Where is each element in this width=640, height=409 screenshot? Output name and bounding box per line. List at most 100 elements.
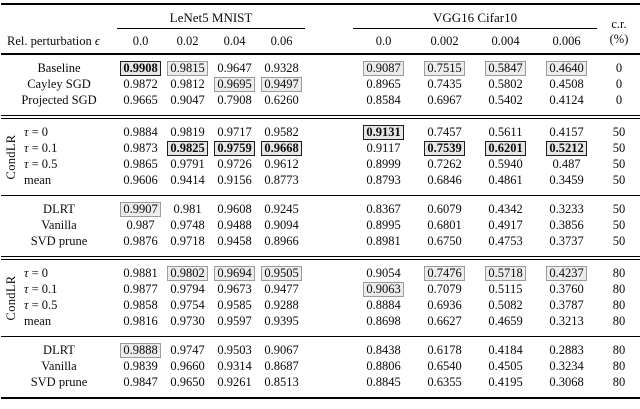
cell: 0.9047 (164, 92, 211, 117)
value: 0.9582 (264, 125, 299, 139)
cell: 0.9063 (353, 281, 414, 297)
value: 0.9717 (217, 125, 252, 139)
cell: 0.3233 (536, 196, 597, 218)
cell: 0.3760 (536, 281, 597, 297)
value: 0.6079 (427, 202, 462, 216)
cell: 0.3068 (536, 374, 597, 398)
value: 0.7539 (424, 141, 465, 156)
value: 0.9694 (214, 266, 255, 281)
cell: 0.8513 (258, 374, 305, 398)
cell: 0.4157 (536, 117, 597, 140)
column-gap (305, 358, 353, 374)
cell: 0.9847 (117, 374, 164, 398)
row-label: SVD prune (30, 375, 88, 389)
cell: 0.9582 (258, 117, 305, 140)
cell: 0.8966 (258, 233, 305, 258)
value: 0.9328 (264, 61, 299, 75)
tau-symbol: τ (24, 157, 29, 171)
column-gap (305, 140, 353, 156)
cell: 0.7262 (414, 156, 475, 172)
cr-cell: 50 (612, 173, 626, 187)
cell: 0.4505 (475, 358, 536, 374)
cell: 0.9585 (211, 297, 258, 313)
value: 0.6967 (427, 93, 462, 107)
condlr-rotated-label: CondLR (4, 134, 18, 180)
cell: 0.9488 (211, 217, 258, 233)
value: 0.9067 (264, 343, 299, 357)
value: 0.9907 (120, 202, 161, 217)
value: 0.4124 (549, 93, 584, 107)
cell: 0.4184 (475, 337, 536, 359)
value: 0.9047 (170, 93, 205, 107)
value: 0.8806 (366, 359, 401, 373)
tau-value-text: = 0 (28, 125, 49, 139)
cell: 0.5940 (475, 156, 536, 172)
value: 0.7476 (424, 266, 465, 281)
cell: 0.7908 (211, 92, 258, 117)
section-side-label-condlr: CondLR (1, 258, 21, 337)
row-label: τ = 0.1 (21, 140, 117, 156)
cell: 0.987 (117, 217, 164, 233)
tick-lenet-0: 0.0 (132, 34, 149, 48)
row-label: τ = 0 (21, 258, 117, 281)
value: 0.9673 (217, 282, 252, 296)
value: 0.9458 (217, 234, 252, 248)
value: 0.3233 (549, 202, 584, 216)
value: 0.2883 (549, 343, 584, 357)
cell: 0.487 (536, 156, 597, 172)
value: 0.8438 (366, 343, 401, 357)
column-gap (305, 233, 353, 258)
table-row-cayley-sgd: Cayley SGD 0.9872 0.9812 0.9695 0.9497 0… (1, 76, 640, 92)
cell: 0.9791 (164, 156, 211, 172)
value: 0.9608 (217, 202, 252, 216)
value: 0.9131 (363, 125, 404, 140)
cell: 0.4861 (475, 172, 536, 196)
value: 0.9815 (167, 61, 208, 76)
cell: 0.9054 (353, 258, 414, 281)
tick-vgg-2: 0.004 (491, 34, 520, 48)
value: 0.987 (126, 218, 155, 232)
cell: 0.9794 (164, 281, 211, 297)
cr-cell: 80 (612, 266, 626, 280)
cell: 0.9718 (164, 233, 211, 258)
value: 0.8995 (366, 218, 401, 232)
cell: 0.9825 (164, 140, 211, 156)
cell: 0.6201 (475, 140, 536, 156)
cell: 0.9288 (258, 297, 305, 313)
cr-cell: 0 (615, 61, 623, 75)
value: 0.9087 (363, 61, 404, 76)
value: 0.7457 (427, 125, 462, 139)
cell: 0.9612 (258, 156, 305, 172)
cell: 0.981 (164, 196, 211, 218)
table-row-baseline: Baseline 0.9908 0.9815 0.9647 0.9328 0.9… (1, 54, 640, 76)
value: 0.8793 (366, 173, 401, 187)
table-row-projected-sgd: Projected SGD 0.9665 0.9047 0.7908 0.626… (1, 92, 640, 117)
row-label: mean (24, 173, 52, 187)
value: 0.3787 (549, 298, 584, 312)
row-label: Cayley SGD (27, 77, 91, 91)
value: 0.9647 (217, 61, 252, 75)
cell: 0.8884 (353, 297, 414, 313)
value: 0.9816 (123, 314, 158, 328)
cell: 0.8584 (353, 92, 414, 117)
value: 0.9314 (217, 359, 252, 373)
value: 0.8999 (366, 157, 401, 171)
cell: 0.8965 (353, 76, 414, 92)
table-row-dlrt50: DLRT 0.9907 0.981 0.9608 0.9245 0.8367 0… (1, 195, 640, 218)
value: 0.8981 (366, 234, 401, 248)
cell: 0.9156 (211, 172, 258, 196)
cr-header-line1: c.r. (611, 16, 627, 31)
cell: 0.5802 (475, 76, 536, 92)
cell: 0.9608 (211, 196, 258, 218)
value: 0.9747 (170, 343, 205, 357)
cell: 0.9858 (117, 297, 164, 313)
value: 0.9156 (217, 173, 252, 187)
row-label: DLRT (43, 343, 75, 357)
table-row-condlr50-tau05: τ = 0.5 0.9865 0.9791 0.9726 0.9612 0.89… (1, 156, 640, 172)
rel-perturbation-text: Rel. perturbation (7, 33, 92, 48)
cell: 0.4659 (475, 313, 536, 337)
value: 0.3234 (549, 359, 584, 373)
cell: 0.9395 (258, 313, 305, 337)
cell: 0.9812 (164, 76, 211, 92)
cell: 0.7515 (414, 54, 475, 76)
